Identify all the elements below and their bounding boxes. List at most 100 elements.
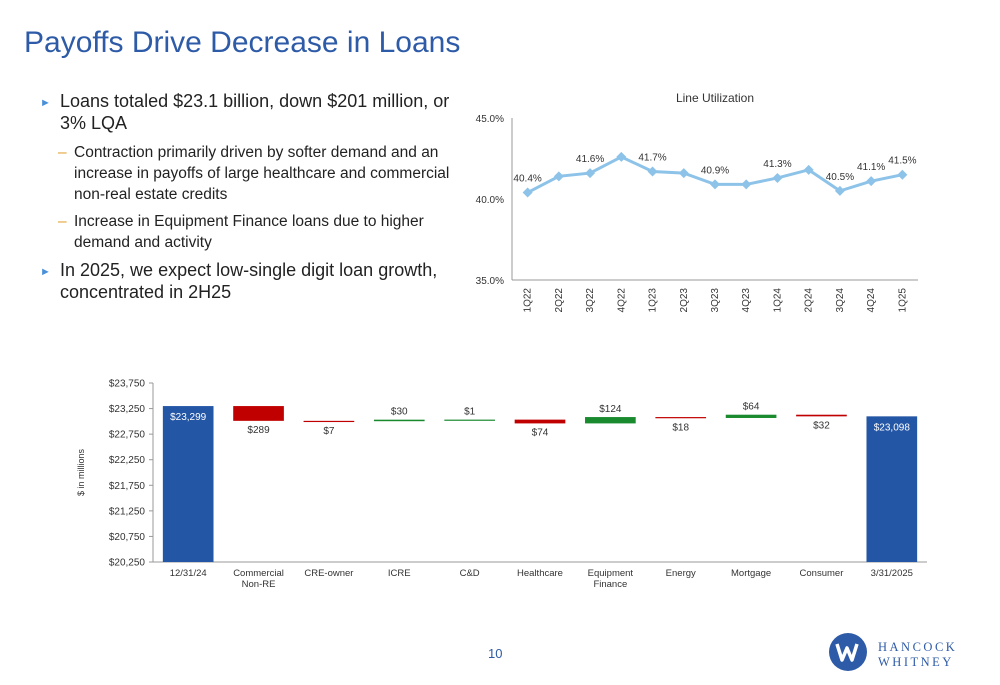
y-tick-label: $21,250 <box>109 506 146 517</box>
chart-title: Line Utilization <box>676 91 754 105</box>
y-tick-label: $20,750 <box>109 532 146 543</box>
x-tick-label: Consumer <box>800 568 844 579</box>
x-tick-label: 1Q23 <box>648 288 659 313</box>
y-tick-label: 40.0% <box>476 195 504 206</box>
data-label: $64 <box>743 402 760 413</box>
x-tick-label: Commercial Non-RE <box>233 568 284 590</box>
sub-bullet-item: – Contraction primarily driven by softer… <box>38 142 458 205</box>
data-label: $1 <box>464 407 476 418</box>
bullet-text: Loans totaled $23.1 billion, down $201 m… <box>60 91 450 133</box>
x-tick-label: 1Q25 <box>897 288 908 313</box>
sub-bullet-item: – Increase in Equipment Finance loans du… <box>38 211 458 253</box>
loan-waterfall-chart: $ in millions $20,250 $20,750 $21,250 $21,75… <box>76 379 927 590</box>
data-label: $23,098 <box>874 422 911 433</box>
x-tick-label: 1Q24 <box>772 288 783 313</box>
waterfall-bar <box>233 406 284 421</box>
logo-line1: HANCOCK <box>878 640 958 654</box>
waterfall-bar <box>796 414 847 417</box>
data-label: $32 <box>813 420 830 431</box>
logo-text: HANCOCK WHITNEY <box>878 640 957 670</box>
x-tick-label: 3Q24 <box>835 288 846 313</box>
line-utilization-chart: Line Utilization 35.0% 40.0% 45.0% 1Q22 2Q22 3… <box>476 91 918 313</box>
data-label: $289 <box>247 425 270 436</box>
y-tick-label: $23,250 <box>109 404 146 415</box>
x-tick-label: 3/31/2025 <box>871 568 913 579</box>
data-point <box>866 176 877 187</box>
x-tick-label: Healthcare <box>517 568 563 579</box>
data-point <box>616 151 627 162</box>
hancock-whitney-logo <box>829 633 867 671</box>
data-point <box>897 169 908 180</box>
waterfall-bar <box>725 414 777 418</box>
bullet-item: ► Loans totaled $23.1 billion, down $201… <box>38 90 458 134</box>
x-tick-label: Energy <box>666 568 696 579</box>
arrow-bullet-icon: ► <box>40 97 51 109</box>
x-tick-label: 3Q23 <box>710 288 721 313</box>
data-point <box>647 166 658 177</box>
data-point <box>553 171 564 182</box>
y-tick-label: $22,250 <box>109 455 146 466</box>
data-label: 41.7% <box>638 152 666 163</box>
data-label: $124 <box>599 404 622 415</box>
data-point <box>585 168 596 179</box>
y-axis-label: $ in millions <box>76 448 86 496</box>
data-label: 41.3% <box>763 159 791 170</box>
data-point <box>741 179 752 190</box>
dash-bullet-icon: – <box>58 144 67 161</box>
waterfall-bar <box>444 419 495 421</box>
y-tick-label: $22,750 <box>109 430 146 441</box>
x-tick-label: 4Q24 <box>866 288 877 313</box>
waterfall-bar <box>514 419 566 424</box>
x-tick-label: ICRE <box>388 568 411 579</box>
data-point <box>772 172 783 183</box>
x-tick-label: 1Q22 <box>523 288 534 313</box>
bullet-text: In 2025, we expect low-single digit loan… <box>60 260 438 302</box>
waterfall-bar <box>866 416 918 562</box>
waterfall-bar <box>303 420 355 423</box>
y-tick-label: 35.0% <box>476 276 504 287</box>
sub-bullet-text: Increase in Equipment Finance loans due … <box>74 213 424 251</box>
data-label: $23,299 <box>170 412 207 423</box>
data-point <box>803 164 814 175</box>
waterfall-bar <box>373 419 425 422</box>
logo-line2: WHITNEY <box>878 655 954 669</box>
arrow-bullet-icon: ► <box>40 266 51 278</box>
x-tick-label: 4Q23 <box>741 288 752 313</box>
y-tick-label: $20,250 <box>109 558 146 569</box>
bullet-item: ► In 2025, we expect low-single digit lo… <box>38 259 458 303</box>
x-tick-label: Mortgage <box>731 568 771 579</box>
x-tick-label: 3Q22 <box>585 288 596 313</box>
dash-bullet-icon: – <box>58 213 67 230</box>
data-label: $74 <box>532 427 549 438</box>
y-tick-label: 45.0% <box>476 114 504 125</box>
data-label: 40.4% <box>513 174 541 185</box>
data-point <box>710 179 720 190</box>
x-tick-label: 4Q22 <box>616 288 627 313</box>
data-label: 41.5% <box>888 156 916 167</box>
x-tick-label: 2Q22 <box>554 288 565 313</box>
y-tick-label: $23,750 <box>109 379 146 390</box>
bullet-list: ► Loans totaled $23.1 billion, down $201… <box>38 90 458 311</box>
page-title: Payoffs Drive Decrease in Loans <box>24 26 461 59</box>
data-label: 40.9% <box>701 165 729 176</box>
waterfall-bar <box>655 417 707 419</box>
x-tick-label: CRE-owner <box>304 568 353 579</box>
data-label: 41.6% <box>576 154 604 165</box>
data-label: 41.1% <box>857 162 885 173</box>
data-label: $7 <box>323 426 335 437</box>
sub-bullet-text: Contraction primarily driven by softer d… <box>74 144 450 203</box>
x-tick-label: C&D <box>460 568 480 579</box>
data-point <box>678 168 689 179</box>
data-label: 40.5% <box>826 172 854 183</box>
waterfall-bar <box>585 417 636 424</box>
page-number: 10 <box>488 646 503 661</box>
data-label: $18 <box>672 422 689 433</box>
data-point <box>522 187 533 198</box>
x-tick-label: Equipment Finance <box>588 568 634 590</box>
x-tick-label: 2Q23 <box>679 288 690 313</box>
data-point <box>834 185 845 196</box>
x-tick-label: 2Q24 <box>804 288 815 313</box>
x-tick-label: 12/31/24 <box>170 568 207 579</box>
waterfall-bar <box>162 406 214 562</box>
y-tick-label: $21,750 <box>109 481 146 492</box>
